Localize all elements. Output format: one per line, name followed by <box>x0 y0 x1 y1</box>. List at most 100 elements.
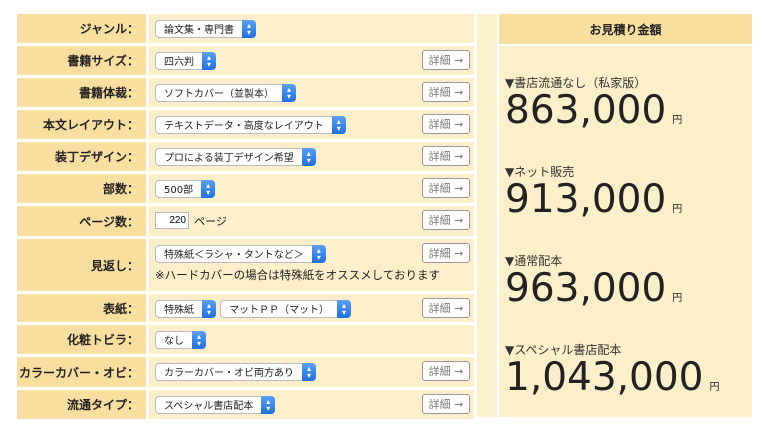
estimate-form: ジャンル： 論文集・専門書 ▴ ▾ 書籍サイズ： 四六判 ▴ ▾ 詳細 → 書籍体裁： ソフトカバー… <box>17 14 474 422</box>
chevron-updown-icon: ▴ ▾ <box>202 299 216 318</box>
detail-button[interactable]: 詳細 → <box>422 114 470 134</box>
option-select[interactable]: カラーカバー・オビ両方あり ▴ ▾ <box>155 362 316 381</box>
detail-button[interactable]: 詳細 → <box>422 394 470 414</box>
row-value: 論文集・専門書 ▴ ▾ <box>149 14 474 43</box>
row-value: ページ 詳細 → <box>149 206 474 236</box>
row-value: ソフトカバー（並製本） ▴ ▾ 詳細 → <box>149 78 474 107</box>
select-value: 特殊紙＜ラシャ・タントなど＞ <box>164 250 304 261</box>
form-row: 書籍体裁： ソフトカバー（並製本） ▴ ▾ 詳細 → <box>17 78 474 107</box>
row-label: ジャンル： <box>17 14 146 43</box>
page-count-input[interactable] <box>155 212 189 229</box>
select-value: 特殊紙 <box>164 305 194 316</box>
form-row: 表紙： 特殊紙 ▴ ▾ マットＰＰ（マット） ▴ ▾ 詳細 → <box>17 294 474 322</box>
select-value: プロによる装丁デザイン希望 <box>164 153 294 164</box>
detail-button[interactable]: 詳細 → <box>422 361 470 381</box>
row-label: カラーカバー・オビ： <box>17 357 146 387</box>
row-value: 特殊紙 ▴ ▾ マットＰＰ（マット） ▴ ▾ 詳細 → <box>149 294 474 322</box>
estimate-price: 863,000 円 <box>505 91 746 141</box>
estimate-title: お見積り金額 <box>499 14 752 44</box>
select-value: テキストデータ・高度なレイアウト <box>164 121 324 132</box>
chevron-updown-icon: ▴ ▾ <box>282 83 296 102</box>
price-unit: 円 <box>672 293 683 304</box>
option-select[interactable]: 四六判 ▴ ▾ <box>155 51 216 70</box>
estimate-panel: お見積り金額 ▼書店流通なし（私家版） 863,000 円 ▼ネット販売 913,000… <box>499 14 752 417</box>
detail-button[interactable]: 詳細 → <box>422 210 470 230</box>
row-label: 書籍サイズ： <box>17 46 146 75</box>
row-label: 部数： <box>17 174 146 203</box>
detail-button[interactable]: 詳細 → <box>422 146 470 166</box>
price-value: 863,000 <box>505 88 667 133</box>
option-select[interactable]: 500部 ▴ ▾ <box>155 179 216 198</box>
chevron-updown-icon: ▴ ▾ <box>201 179 216 198</box>
detail-button[interactable]: 詳細 → <box>422 50 470 70</box>
row-label: ページ数： <box>17 206 146 236</box>
price-value: 963,000 <box>505 266 667 311</box>
option-select[interactable]: ソフトカバー（並製本） ▴ ▾ <box>155 83 296 102</box>
estimate-label: ▼書店流通なし（私家版） <box>505 76 647 90</box>
option-select[interactable]: 論文集・専門書 ▴ ▾ <box>155 19 256 38</box>
row-label: 見返し： <box>17 239 146 291</box>
estimate-label: ▼通常配本 <box>505 254 563 268</box>
estimate-price: 963,000 円 <box>505 269 746 319</box>
note-text: ※ハードカバーの場合は特殊紙をオススメしております <box>155 267 440 282</box>
chevron-updown-icon: ▴ ▾ <box>261 395 276 414</box>
row-value: スペシャル書店配本 ▴ ▾ 詳細 → <box>149 390 474 419</box>
row-value: 500部 ▴ ▾ 詳細 → <box>149 174 474 203</box>
option-select[interactable]: マットＰＰ（マット） ▴ ▾ <box>220 299 351 318</box>
estimate-label: ▼ネット販売 <box>505 165 575 179</box>
chevron-updown-icon: ▴ ▾ <box>301 147 316 166</box>
column-gap <box>477 14 497 417</box>
estimate-price: 913,000 円 <box>505 180 746 230</box>
form-row: 装丁デザイン： プロによる装丁デザイン希望 ▴ ▾ 詳細 → <box>17 142 474 171</box>
form-row: 化粧トビラ： なし ▴ ▾ <box>17 325 474 354</box>
row-label: 書籍体裁： <box>17 78 146 107</box>
row-value: テキストデータ・高度なレイアウト ▴ ▾ 詳細 → <box>149 110 474 139</box>
select-value: スペシャル書店配本 <box>164 401 254 412</box>
chevron-updown-icon: ▴ ▾ <box>331 115 346 134</box>
price-unit: 円 <box>709 382 720 393</box>
form-row: 流通タイプ： スペシャル書店配本 ▴ ▾ 詳細 → <box>17 390 474 419</box>
chevron-updown-icon: ▴ ▾ <box>311 244 326 263</box>
chevron-updown-icon: ▴ ▾ <box>337 299 351 318</box>
option-select[interactable]: スペシャル書店配本 ▴ ▾ <box>155 395 276 414</box>
detail-button[interactable]: 詳細 → <box>422 298 470 318</box>
detail-button[interactable]: 詳細 → <box>422 178 470 198</box>
option-select[interactable]: なし ▴ ▾ <box>155 330 206 349</box>
row-value: カラーカバー・オビ両方あり ▴ ▾ 詳細 → <box>149 357 474 387</box>
select-value: 四六判 <box>164 57 194 68</box>
row-label: 化粧トビラ： <box>17 325 146 354</box>
estimate-label: ▼スペシャル書店配本 <box>505 343 622 357</box>
estimate-body: ▼書店流通なし（私家版） 863,000 円 ▼ネット販売 913,000 円 ▼通常配本 9… <box>499 46 752 417</box>
form-row: ページ数： ページ 詳細 → <box>17 206 474 236</box>
row-value: 四六判 ▴ ▾ 詳細 → <box>149 46 474 75</box>
page-suffix: ページ <box>194 215 227 228</box>
price-value: 913,000 <box>505 177 667 222</box>
estimate-price: 1,043,000 円 <box>505 358 746 408</box>
detail-button[interactable]: 詳細 → <box>422 243 470 263</box>
row-value: プロによる装丁デザイン希望 ▴ ▾ 詳細 → <box>149 142 474 171</box>
chevron-updown-icon: ▴ ▾ <box>302 362 316 381</box>
select-value: なし <box>164 336 184 347</box>
form-row: 見返し： 特殊紙＜ラシャ・タントなど＞ ▴ ▾ ※ハードカバーの場合は特殊紙をオススメし… <box>17 239 474 291</box>
row-label: 流通タイプ： <box>17 390 146 419</box>
row-label: 表紙： <box>17 294 146 322</box>
form-row: カラーカバー・オビ： カラーカバー・オビ両方あり ▴ ▾ 詳細 → <box>17 357 474 387</box>
price-value: 1,043,000 <box>505 355 704 400</box>
row-value: 特殊紙＜ラシャ・タントなど＞ ▴ ▾ ※ハードカバーの場合は特殊紙をオススメしておりま… <box>149 239 474 291</box>
price-unit: 円 <box>672 204 683 215</box>
select-value: 500部 <box>164 185 194 196</box>
option-select[interactable]: 特殊紙＜ラシャ・タントなど＞ ▴ ▾ <box>155 244 326 263</box>
form-row: 書籍サイズ： 四六判 ▴ ▾ 詳細 → <box>17 46 474 75</box>
select-value: カラーカバー・オビ両方あり <box>164 368 294 379</box>
form-row: 部数： 500部 ▴ ▾ 詳細 → <box>17 174 474 203</box>
option-select[interactable]: テキストデータ・高度なレイアウト ▴ ▾ <box>155 115 346 134</box>
detail-button[interactable]: 詳細 → <box>422 82 470 102</box>
chevron-updown-icon: ▴ ▾ <box>202 51 216 70</box>
row-value: なし ▴ ▾ <box>149 325 474 354</box>
chevron-updown-icon: ▴ ▾ <box>242 19 256 38</box>
select-value: マットＰＰ（マット） <box>229 305 329 316</box>
row-label: 装丁デザイン： <box>17 142 146 171</box>
select-value: 論文集・専門書 <box>164 25 234 36</box>
option-select[interactable]: 特殊紙 ▴ ▾ <box>155 299 216 318</box>
option-select[interactable]: プロによる装丁デザイン希望 ▴ ▾ <box>155 147 316 166</box>
